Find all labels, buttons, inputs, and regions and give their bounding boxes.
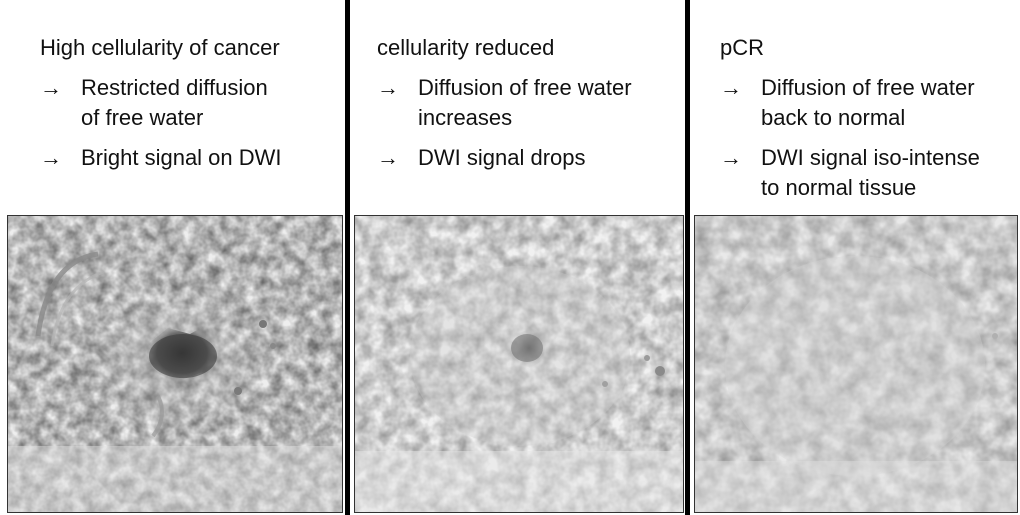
panel-divider (685, 0, 690, 515)
arrow-icon: → (40, 75, 62, 100)
panel-heading: cellularity reduced (377, 35, 555, 60)
dwi-scan-image (7, 215, 343, 513)
bullet-line: back to normal (761, 105, 906, 130)
bullet-line: Restricted diffusion (81, 75, 268, 100)
bullet-line: Diffusion of free water (761, 75, 975, 100)
bullet-line: DWI signal iso-intense (761, 145, 980, 170)
bullet-line: Bright signal on DWI (81, 145, 282, 170)
bullet-line: increases (418, 105, 513, 130)
panel-pcr: pCR → Diffusion of free water back to no… (690, 0, 1020, 515)
dwi-scan-image (694, 215, 1018, 513)
arrow-icon: → (40, 145, 62, 170)
panel-heading: High cellularity of cancer (40, 35, 280, 60)
arrow-icon: → (720, 75, 742, 100)
dwi-scan-image (354, 215, 684, 513)
bullet-line: DWI signal drops (418, 145, 586, 170)
bullet-line: of free water (81, 105, 204, 130)
arrow-icon: → (720, 145, 742, 170)
arrow-icon: → (377, 75, 399, 100)
panel-high-cellularity: High cellularity of cancer → Restricted … (0, 0, 345, 515)
bullet-line: to normal tissue (761, 175, 917, 200)
panel-divider (345, 0, 350, 515)
arrow-icon: → (377, 145, 399, 170)
panel-heading: pCR (720, 35, 765, 60)
panel-cellularity-reduced: cellularity reduced → Diffusion of free … (350, 0, 685, 515)
bullet-line: Diffusion of free water (418, 75, 632, 100)
